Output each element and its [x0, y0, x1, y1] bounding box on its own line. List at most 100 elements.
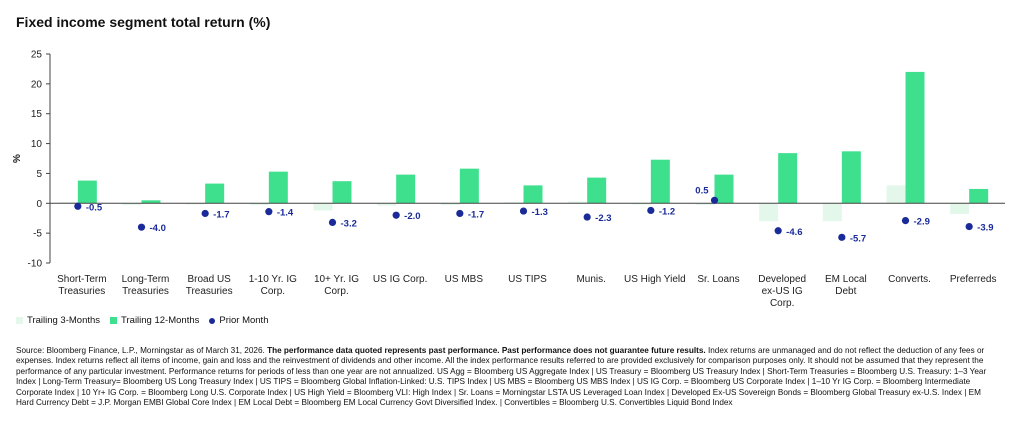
- source-disclaimer-bold: The performance data quoted represents p…: [267, 346, 706, 355]
- label-prior-month: -1.7: [468, 209, 484, 220]
- label-prior-month: -3.9: [977, 223, 993, 234]
- legend-swatch-trailing-12m: [110, 317, 118, 324]
- x-category-label-line: Long-Term: [122, 274, 170, 285]
- source-footnote: Source: Bloomberg Finance, L.P., Morning…: [16, 346, 1000, 408]
- bar-trailing-12m: [587, 177, 607, 204]
- marker-prior-month: [201, 209, 209, 218]
- bar-trailing-12m: [332, 181, 352, 204]
- bar-trailing-3m: [504, 202, 524, 204]
- x-category-label-line: US TIPS: [508, 274, 547, 285]
- source-intro: Source: Bloomberg Finance, L.P., Morning…: [16, 346, 265, 355]
- bar-trailing-3m: [249, 203, 269, 206]
- bar-trailing-3m: [950, 203, 970, 215]
- y-axis-label: %: [12, 154, 23, 163]
- x-category-label-line: Sr. Loans: [697, 274, 739, 285]
- x-category-label-line: Converts.: [888, 274, 931, 285]
- x-category-label: Preferreds: [950, 274, 997, 285]
- bar-trailing-3m: [759, 203, 779, 222]
- chart-title: Fixed income segment total return (%): [16, 14, 271, 30]
- bar-trailing-3m: [440, 203, 460, 206]
- x-category-label-line: Short-Term: [57, 274, 106, 285]
- y-tick-label: 5: [36, 169, 42, 180]
- bar-trailing-12m: [905, 71, 925, 204]
- marker-prior-month: [328, 218, 337, 226]
- bar-trailing-3m: [377, 203, 397, 206]
- bar-trailing-12m: [650, 159, 670, 204]
- x-category-label-line: Treasuries: [122, 286, 169, 297]
- x-category-label-line: Broad US: [187, 274, 231, 285]
- x-category-label: Developed ex-US IG Corp.: [758, 274, 806, 309]
- label-prior-month: -4.6: [786, 227, 802, 238]
- x-category-label-line: US IG Corp.: [373, 274, 427, 285]
- marker-prior-month: [647, 206, 655, 215]
- label-prior-month: -1.4: [277, 208, 294, 219]
- bar-trailing-3m: [313, 203, 333, 211]
- marker-prior-month: [710, 196, 719, 204]
- label-prior-month: -1.3: [532, 207, 548, 218]
- x-category-label: Converts.: [888, 274, 931, 285]
- label-prior-month: -4.0: [150, 223, 166, 234]
- bar-trailing-12m: [396, 174, 416, 204]
- x-category-label-line: 1-10 Yr. IG: [249, 274, 297, 285]
- x-category-label: Broad US Treasuries: [186, 274, 233, 297]
- y-tick-label: 20: [31, 79, 43, 90]
- marker-prior-month: [965, 222, 973, 231]
- marker-prior-month: [838, 233, 846, 241]
- legend-item-trailing-12m: Trailing 12-Months: [110, 315, 199, 326]
- legend-dot-prior-month: [209, 317, 216, 324]
- x-category-label: US High Yield: [624, 274, 686, 285]
- label-prior-month: -2.9: [914, 217, 930, 228]
- label-prior-month: -1.2: [659, 206, 675, 217]
- x-category-label-line: Corp.: [324, 286, 348, 297]
- x-category-label-line: 10+ Yr. IG: [314, 274, 359, 285]
- bar-trailing-12m: [77, 180, 97, 204]
- x-category-label-line: Developed: [758, 274, 806, 285]
- bar-trailing-3m: [822, 203, 842, 222]
- bar-trailing-3m: [58, 202, 78, 204]
- legend-item-trailing-3m: Trailing 3-Months: [16, 315, 100, 326]
- bar-trailing-12m: [268, 171, 288, 204]
- x-category-label: US MBS: [445, 274, 484, 285]
- x-category-label-line: EM Local: [825, 274, 867, 285]
- bar-trailing-12m: [778, 153, 798, 204]
- x-category-label-line: Debt: [835, 286, 856, 297]
- bar-trailing-3m: [631, 203, 651, 205]
- x-category-label: EM Local Debt: [825, 274, 867, 297]
- x-category-label: Sr. Loans: [697, 274, 739, 285]
- x-category-label: US TIPS: [508, 274, 547, 285]
- marker-prior-month: [774, 227, 782, 235]
- x-category-label-line: US MBS: [445, 274, 484, 285]
- marker-prior-month: [265, 208, 273, 216]
- bar-trailing-3m: [568, 201, 588, 204]
- x-category-label-line: Treasuries: [186, 286, 233, 297]
- x-category-label: Short-Term Treasuries: [57, 274, 106, 297]
- x-category-label-line: ex-US IG: [762, 286, 803, 297]
- x-category-label-line: Preferreds: [950, 274, 997, 285]
- bar-trailing-12m: [141, 200, 161, 204]
- y-tick-label: 15: [31, 109, 43, 120]
- bar-trailing-3m: [186, 203, 206, 205]
- legend-item-prior-month: Prior Month: [209, 315, 268, 326]
- y-tick-label: 25: [31, 50, 43, 61]
- x-category-label: 1-10 Yr. IG Corp.: [249, 274, 297, 297]
- marker-prior-month: [901, 217, 910, 225]
- label-prior-month: -2.3: [595, 213, 611, 224]
- x-category-label-line: US High Yield: [624, 274, 686, 285]
- marker-prior-month: [74, 202, 82, 210]
- bar-trailing-12m: [841, 151, 861, 204]
- y-tick-label: 10: [31, 139, 43, 150]
- legend-label-prior-month: Prior Month: [219, 315, 269, 326]
- label-prior-month: -3.2: [341, 218, 357, 229]
- y-tick-label: -10: [28, 259, 43, 270]
- bar-trailing-12m: [523, 185, 543, 204]
- legend-label-trailing-3m: Trailing 3-Months: [27, 315, 101, 326]
- label-prior-month: -0.5: [86, 202, 103, 213]
- x-category-label: 10+ Yr. IG Corp.: [314, 274, 359, 297]
- x-category-label: Munis.: [576, 274, 605, 285]
- bar-trailing-3m: [886, 185, 906, 204]
- marker-prior-month: [392, 211, 400, 219]
- label-prior-month: -2.0: [404, 211, 420, 222]
- label-prior-month: 0.5: [695, 185, 709, 196]
- bar-trailing-3m: [122, 203, 142, 206]
- y-tick-label: 0: [36, 199, 42, 210]
